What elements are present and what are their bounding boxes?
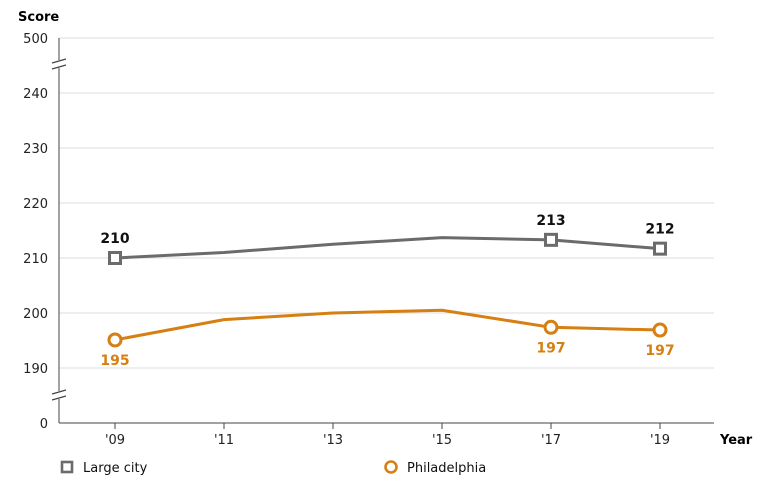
data-point-circle [652, 322, 668, 338]
legend-circle-icon [384, 460, 398, 474]
data-point-square [653, 241, 667, 256]
axis-break-marker [51, 389, 67, 401]
legend-label: Large city [83, 461, 148, 476]
data-point-circle [543, 319, 559, 335]
data-label-layer: 210 213 212 195 197 197 [100, 213, 674, 369]
legend: Large city Philadelphia [60, 460, 486, 476]
x-tick-label: '15 [432, 433, 452, 448]
y-tick-label: 210 [23, 252, 48, 267]
y-axis-title: Score [18, 10, 59, 25]
y-tick-label: 190 [23, 362, 48, 377]
x-tick-label: '19 [650, 433, 670, 448]
x-tick-label: '09 [105, 433, 125, 448]
data-point-square [108, 251, 122, 265]
legend-label: Philadelphia [407, 461, 486, 476]
x-axis-title: Year [719, 433, 753, 448]
data-label: 197 [645, 343, 674, 359]
series-line [113, 308, 662, 342]
data-point-square [544, 232, 558, 247]
data-label: 212 [645, 222, 674, 238]
data-label: 195 [100, 353, 129, 369]
x-tick-label: '13 [323, 433, 343, 448]
series-layer [107, 232, 668, 348]
y-tick-label: 200 [23, 307, 48, 322]
y-tick-label: 220 [23, 197, 48, 212]
data-point-circle [107, 332, 123, 348]
x-tick-label: '11 [214, 433, 234, 448]
legend-square-icon [60, 460, 74, 474]
x-tick-label: '17 [541, 433, 561, 448]
axis-layer: Score Year 0 190 200 210 220 230 240 500 '09 '11 '… [18, 10, 753, 448]
axis-break-marker [51, 58, 67, 70]
series-line [113, 236, 662, 260]
y-tick-label: 0 [40, 417, 48, 432]
data-label: 197 [536, 340, 565, 356]
y-tick-label: 500 [23, 32, 48, 47]
data-label: 210 [100, 231, 129, 247]
y-tick-label: 240 [23, 87, 48, 102]
grid-layer [59, 37, 714, 424]
legend-item: Philadelphia [384, 460, 486, 476]
data-label: 213 [536, 213, 565, 229]
legend-item: Large city [60, 460, 148, 476]
y-tick-label: 230 [23, 142, 48, 157]
